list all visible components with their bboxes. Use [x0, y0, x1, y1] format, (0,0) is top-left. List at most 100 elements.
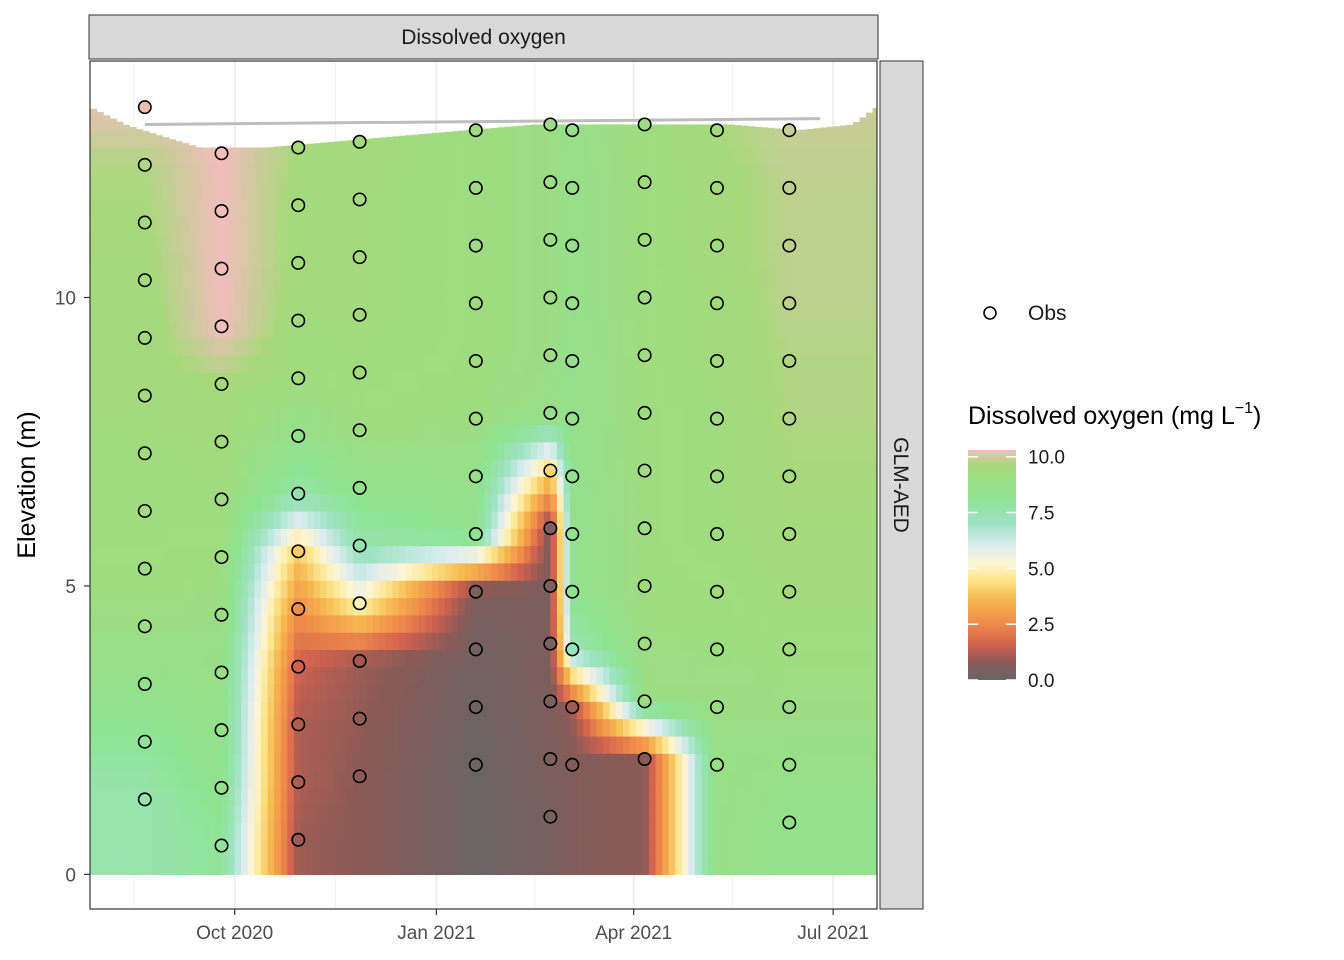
heatmap-cell [721, 355, 729, 374]
heatmap-cell [695, 476, 703, 495]
heatmap-cell [379, 562, 387, 581]
heatmap-cell [688, 649, 696, 668]
heatmap-cell [642, 320, 650, 339]
heatmap-cell [767, 320, 775, 339]
heatmap-cell [208, 787, 216, 806]
heatmap-cell [287, 632, 295, 651]
heatmap-cell [260, 320, 269, 339]
heatmap-cell [668, 632, 676, 651]
heatmap-cell [182, 337, 190, 356]
heatmap-cell [576, 124, 584, 131]
heatmap-cell [392, 285, 400, 304]
heatmap-cell [385, 199, 394, 218]
heatmap-cell [471, 545, 479, 564]
heatmap-cell [313, 459, 321, 477]
heatmap-cell [405, 355, 413, 374]
heatmap-cell [616, 303, 624, 322]
heatmap-cell [622, 285, 630, 304]
heatmap-cell [103, 597, 111, 616]
heatmap-cell [747, 126, 755, 131]
heatmap-cell [826, 580, 834, 599]
heatmap-cell [431, 718, 440, 737]
heatmap-cell [839, 839, 847, 858]
heatmap-cell [602, 597, 611, 616]
heatmap-cell [543, 355, 551, 374]
heatmap-cell [195, 580, 203, 599]
heatmap-cell [491, 839, 499, 858]
heatmap-cell [767, 251, 775, 270]
heatmap-cell [195, 320, 203, 339]
heatmap-cell [708, 632, 716, 651]
heatmap-cell [168, 372, 177, 391]
heatmap-cell [162, 666, 170, 685]
heatmap-cell [234, 424, 242, 443]
heatmap-cell [839, 787, 847, 806]
heatmap-cell [379, 649, 387, 668]
heatmap-cell [366, 216, 374, 235]
heatmap-cell [721, 649, 729, 668]
heatmap-cell [149, 735, 157, 754]
heatmap-cell [175, 580, 183, 599]
heatmap-cell [214, 805, 223, 824]
heatmap-cell [478, 147, 486, 166]
heatmap-cell [451, 684, 459, 702]
heatmap-cell [195, 424, 203, 443]
heatmap-cell [839, 580, 847, 599]
heatmap-cell [517, 407, 525, 426]
heatmap-cell [668, 251, 676, 270]
heatmap-cell [793, 130, 801, 131]
heatmap-cell [688, 372, 696, 391]
heatmap-cell [616, 251, 624, 270]
heatmap-cell [813, 493, 821, 512]
heatmap-cell [662, 459, 670, 477]
heatmap-cell [478, 857, 486, 875]
heatmap-cell [721, 234, 729, 252]
heatmap-cell [195, 510, 203, 529]
heatmap-cell [701, 251, 709, 270]
heatmap-cell [175, 372, 183, 391]
heatmap-cell [346, 234, 354, 252]
heatmap-cell [596, 770, 604, 789]
heatmap-cell [260, 787, 269, 806]
heatmap-cell [247, 147, 256, 166]
heatmap-cell [517, 753, 525, 772]
heatmap-cell [136, 320, 144, 339]
heatmap-cell [806, 216, 815, 235]
heatmap-cell [484, 718, 492, 737]
heatmap-cell [195, 147, 203, 166]
heatmap-cell [366, 147, 374, 166]
heatmap-cell [510, 735, 519, 754]
heatmap-cell [162, 137, 170, 149]
heatmap-cell [241, 839, 249, 858]
heatmap-cell [721, 597, 729, 616]
heatmap-cell [267, 355, 275, 374]
heatmap-cell [326, 216, 334, 235]
heatmap-cell [445, 666, 453, 685]
heatmap-cell [773, 822, 782, 841]
heatmap-cell [339, 822, 348, 841]
heatmap-cell [800, 216, 808, 235]
heatmap-cell [438, 718, 446, 737]
heatmap-cell [510, 303, 519, 322]
heatmap-cell [787, 303, 795, 322]
heatmap-cell [681, 285, 690, 304]
heatmap-cell [510, 407, 519, 426]
heatmap-cell [313, 493, 321, 512]
heatmap-cell [806, 476, 815, 495]
heatmap-cell [701, 580, 709, 599]
heatmap-cell [701, 493, 709, 512]
heatmap-cell [254, 528, 262, 547]
heatmap-cell [833, 632, 841, 651]
heatmap-cell [287, 684, 295, 702]
heatmap-cell [510, 770, 519, 789]
heatmap-cell [773, 128, 782, 131]
heatmap-cell [458, 545, 466, 564]
heatmap-cell [596, 614, 604, 633]
heatmap-cell [451, 459, 459, 477]
heatmap-cell [267, 320, 275, 339]
heatmap-cell [155, 805, 163, 824]
heatmap-cell [464, 735, 473, 754]
heatmap-cell [221, 285, 229, 304]
heatmap-cell [129, 303, 137, 322]
heatmap-cell [491, 337, 499, 356]
